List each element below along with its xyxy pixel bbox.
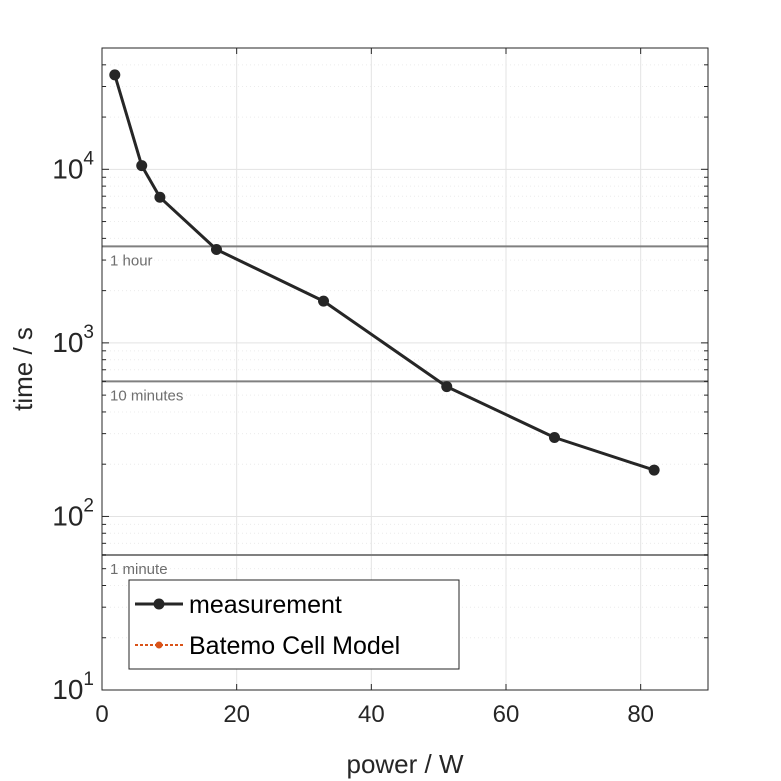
y-tick-label: 103: [52, 322, 94, 358]
x-tick-label: 20: [223, 701, 250, 728]
x-tick-label: 80: [627, 701, 654, 728]
data-series: [109, 69, 660, 476]
reference-line-label: 1 hour: [110, 252, 153, 269]
plot-frame: [101, 47, 709, 691]
x-axis-label: power / W: [346, 749, 463, 779]
data-point: [441, 381, 453, 393]
data-point: [648, 464, 660, 476]
y-tick-label-exponent: 1: [83, 669, 94, 690]
y-tick-label-exponent: 3: [83, 322, 94, 343]
data-point: [318, 295, 330, 307]
legend-marker-batemo-cell-model: [155, 641, 163, 649]
y-tick-label-base: 10: [52, 153, 83, 184]
data-point: [136, 160, 148, 172]
x-tick-label: 60: [493, 701, 520, 728]
y-axis-label: time / s: [8, 327, 38, 411]
legend-marker-measurement: [153, 598, 165, 610]
y-tick-label: 104: [52, 148, 94, 184]
legend: measurement Batemo Cell Model: [128, 579, 460, 670]
data-point: [210, 244, 222, 256]
series-line: [113, 74, 655, 472]
y-tick-label-exponent: 2: [83, 495, 94, 516]
reference-lines: 1 hour 10 minutes 1 minute: [102, 245, 708, 578]
x-tick-label: 40: [358, 701, 385, 728]
y-tick-label-base: 10: [52, 500, 83, 531]
x-tick-label: 0: [95, 701, 108, 728]
reference-line-label: 10 minutes: [110, 387, 183, 404]
data-point: [109, 69, 121, 81]
grid: [101, 47, 708, 691]
data-point: [548, 431, 560, 443]
y-tick-label: 102: [52, 495, 94, 531]
legend-label-batemo-cell-model: Batemo Cell Model: [189, 632, 400, 660]
legend-box: [128, 579, 460, 670]
legend-label-measurement: measurement: [189, 591, 342, 619]
y-tick-label-base: 10: [52, 674, 83, 705]
reference-line-label: 1 minute: [110, 561, 168, 578]
y-tick-label-exponent: 4: [83, 148, 94, 169]
data-point: [154, 191, 166, 203]
y-tick-label: 101: [52, 669, 94, 705]
y-tick-label-base: 10: [52, 327, 83, 358]
